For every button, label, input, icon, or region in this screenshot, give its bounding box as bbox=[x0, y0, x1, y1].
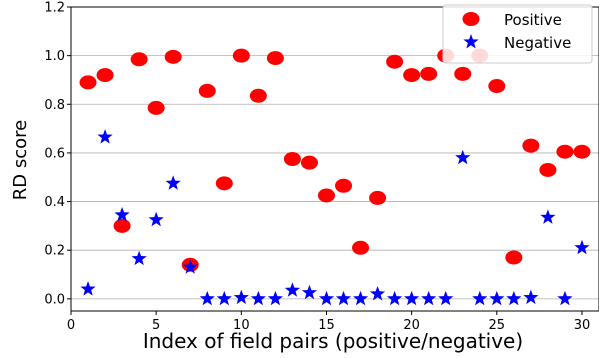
negative-point bbox=[438, 290, 454, 306]
negative-point bbox=[216, 290, 232, 306]
positive-point bbox=[283, 152, 301, 166]
negative-point bbox=[455, 149, 471, 165]
positive-point bbox=[266, 51, 284, 66]
negative-point bbox=[114, 206, 130, 222]
positive-series bbox=[79, 48, 591, 272]
legend: Positive Negative bbox=[442, 4, 593, 64]
positive-point bbox=[488, 79, 506, 94]
positive-point bbox=[232, 48, 250, 63]
negative-point bbox=[369, 285, 386, 301]
positive-point bbox=[403, 68, 421, 83]
x-tick-label: 30 bbox=[574, 318, 591, 333]
legend-box bbox=[442, 4, 593, 64]
x-tick-label: 10 bbox=[233, 318, 250, 333]
positive-point bbox=[164, 49, 182, 64]
negative-point bbox=[284, 282, 301, 297]
positive-point bbox=[249, 88, 267, 103]
positive-point bbox=[215, 176, 233, 191]
x-tick-label: 15 bbox=[318, 318, 335, 333]
positive-point bbox=[147, 100, 165, 115]
legend-circle bbox=[462, 12, 480, 26]
positive-point bbox=[386, 54, 404, 69]
positive-point bbox=[317, 188, 335, 203]
negative-point bbox=[267, 290, 283, 306]
positive-point bbox=[539, 162, 557, 177]
negative-point bbox=[557, 290, 573, 306]
positive-point bbox=[420, 66, 438, 81]
x-tick-label: 5 bbox=[152, 318, 160, 333]
negative-point bbox=[131, 250, 147, 266]
negative-point bbox=[97, 129, 113, 144]
positive-point bbox=[454, 66, 472, 81]
negative-point bbox=[489, 290, 505, 306]
y-tick-label: 0.6 bbox=[44, 146, 65, 161]
y-axis-label: RD score bbox=[10, 120, 31, 200]
positive-point bbox=[96, 68, 114, 83]
negative-point bbox=[352, 290, 369, 306]
negative-point bbox=[80, 281, 96, 296]
legend-star bbox=[463, 34, 479, 49]
axis-ticks: 0.0 0.2 0.4 0.6 0.8 1.0 1.2 0 5 10 15 20 25 30 bbox=[44, 1, 590, 334]
legend-negative-label: Negative bbox=[504, 34, 571, 52]
negative-point bbox=[301, 284, 318, 300]
y-tick-label: 0.2 bbox=[44, 244, 65, 259]
positive-point bbox=[335, 178, 353, 193]
x-tick-label: 20 bbox=[403, 318, 420, 333]
negative-point bbox=[387, 290, 403, 306]
positive-point bbox=[113, 218, 131, 233]
data-marks bbox=[79, 48, 591, 306]
positive-point bbox=[79, 75, 97, 90]
negative-series bbox=[80, 129, 590, 306]
legend-positive-label: Positive bbox=[504, 11, 562, 29]
x-tick-label: 0 bbox=[67, 318, 75, 333]
positive-point bbox=[300, 155, 318, 170]
negative-point bbox=[335, 290, 352, 306]
y-tick-label: 1.2 bbox=[44, 1, 65, 16]
positive-point bbox=[573, 144, 591, 159]
x-axis-label: Index of field pairs (positive/negative) bbox=[143, 329, 523, 353]
negative-point bbox=[250, 290, 266, 306]
negative-point bbox=[199, 290, 215, 306]
negative-point bbox=[165, 175, 181, 190]
y-tick-label: 0.0 bbox=[44, 292, 65, 307]
negative-point bbox=[404, 290, 420, 306]
negative-point bbox=[523, 289, 539, 305]
negative-point bbox=[540, 209, 556, 224]
positive-point bbox=[505, 250, 523, 265]
negative-point bbox=[233, 289, 249, 305]
positive-point bbox=[352, 240, 370, 255]
negative-point bbox=[472, 290, 488, 306]
negative-point bbox=[182, 259, 198, 274]
positive-point bbox=[369, 190, 387, 205]
negative-point bbox=[148, 211, 164, 227]
y-tick-label: 1.0 bbox=[44, 49, 65, 64]
y-tick-label: 0.8 bbox=[44, 98, 65, 113]
legend-negative-marker bbox=[463, 34, 479, 49]
negative-point bbox=[574, 239, 590, 255]
x-tick-label: 25 bbox=[489, 318, 506, 333]
positive-point bbox=[198, 83, 216, 98]
plot-frame bbox=[70, 6, 599, 312]
y-tick-label: 0.4 bbox=[44, 195, 65, 210]
negative-point bbox=[421, 290, 437, 306]
legend-positive-marker bbox=[462, 12, 480, 26]
positive-point bbox=[130, 52, 148, 67]
negative-point bbox=[318, 290, 335, 306]
positive-point bbox=[522, 138, 540, 153]
negative-point bbox=[506, 290, 522, 306]
positive-point bbox=[556, 144, 574, 159]
